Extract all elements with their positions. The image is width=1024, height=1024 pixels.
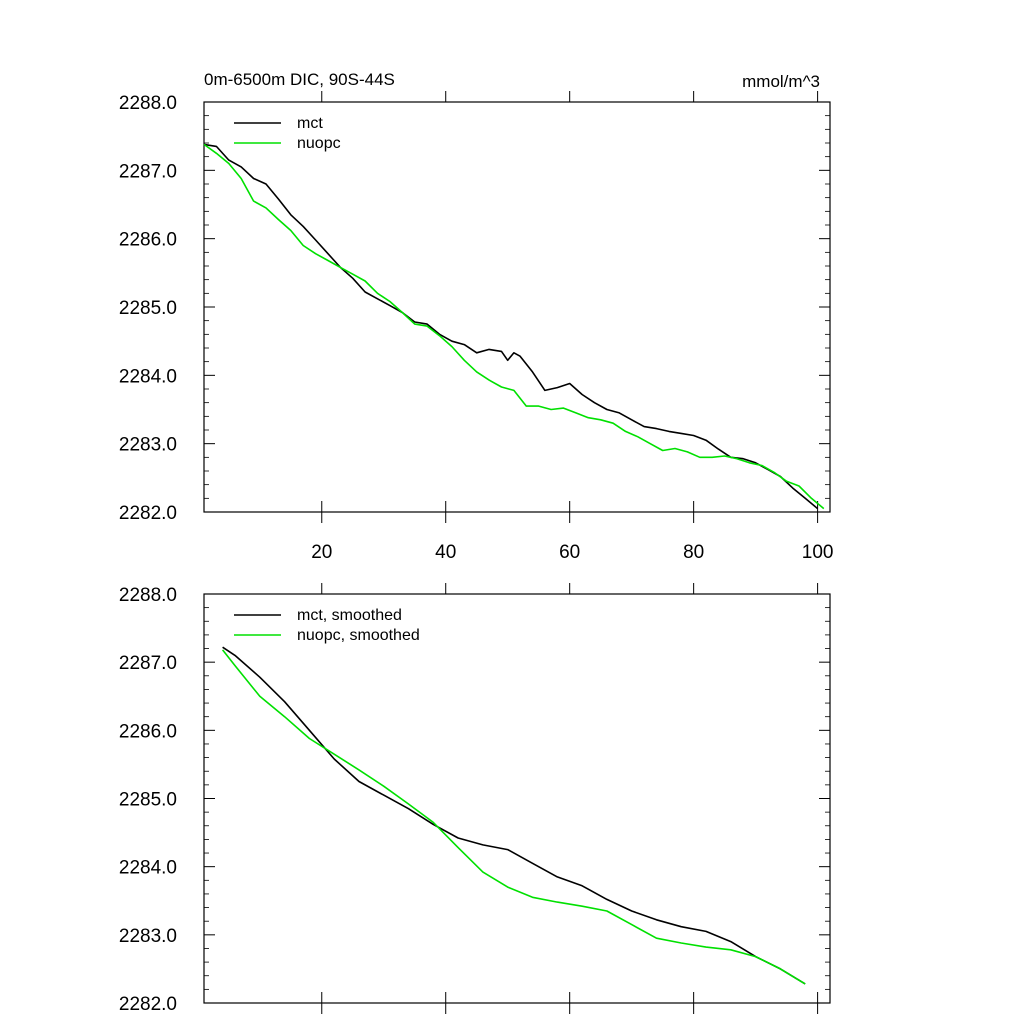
x-tick-label: 20 [311,542,332,563]
bottom-panel: 2282.0 2283.0 2284.0 2285.0 2286.0 2287.0 2288… [119,583,831,1015]
chart-title: 0m-6500m DIC, 90S-44S [204,70,395,89]
x-tick-label: 60 [559,542,580,563]
series-line-nuopc-smoothed [221,649,806,985]
legend-label: nuopc [297,135,341,152]
series-line-mct-smoothed [222,646,806,985]
y-tick-label: 2282.0 [119,994,177,1015]
y-tick-label: 2287.0 [119,653,177,674]
y-tick-label: 2284.0 [119,366,177,387]
y-tick-label: 2283.0 [119,926,177,947]
x-tick-label: 40 [435,542,456,563]
units-label: mmol/m^3 [742,72,820,91]
y-tick-label: 2288.0 [119,585,177,606]
y-tick-label: 2282.0 [119,503,177,524]
y-tick-label: 2283.0 [119,435,177,456]
x-tick-label: 100 [802,542,834,563]
legend-label: mct, smoothed [297,607,402,624]
y-tick-label: 2286.0 [119,721,177,742]
y-tick-label: 2284.0 [119,858,177,879]
series-line-mct [203,143,819,510]
top-panel: 2282.0 2283.0 2284.0 2285.0 2286.0 2287.0 2288… [119,70,834,563]
y-tick-label: 2286.0 [119,230,177,251]
y-tick-label: 2285.0 [119,298,177,319]
plot-frame [203,101,831,513]
y-tick-label: 2288.0 [119,93,177,114]
series-line-nuopc [203,143,825,510]
y-tick-label: 2287.0 [119,161,177,182]
plot-frame [203,593,831,1004]
legend-label: mct [297,115,323,132]
y-tick-label: 2285.0 [119,790,177,811]
legend-label: nuopc, smoothed [297,627,420,644]
x-tick-label: 80 [683,542,704,563]
